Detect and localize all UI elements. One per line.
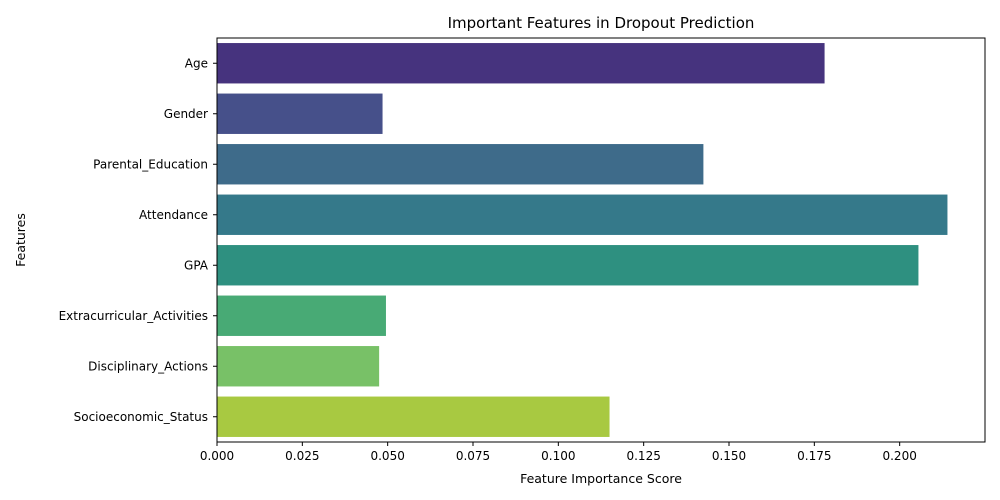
x-tick-label: 0.000 (200, 449, 234, 463)
bar-socioeconomic-status (217, 396, 610, 437)
y-tick-label: Extracurricular_Activities (59, 309, 208, 323)
bar-gender (217, 93, 383, 134)
bar-attendance (217, 194, 948, 235)
x-axis-label: Feature Importance Score (520, 471, 682, 486)
x-tick-label: 0.200 (882, 449, 916, 463)
y-tick-label: GPA (184, 258, 209, 272)
chart-title: Important Features in Dropout Prediction (448, 14, 755, 32)
x-tick-label: 0.150 (712, 449, 746, 463)
axes-frame (216, 37, 986, 443)
x-tick-label: 0.075 (456, 449, 490, 463)
x-tick-label: 0.025 (285, 449, 319, 463)
y-tick-label: Disciplinary_Actions (88, 359, 208, 373)
x-tick-label: 0.175 (797, 449, 831, 463)
x-tick-label: 0.100 (541, 449, 575, 463)
y-tick-label: Parental_Education (93, 157, 208, 171)
x-tick-label: 0.125 (626, 449, 660, 463)
y-tick-label: Gender (164, 107, 208, 121)
bars-group (217, 43, 948, 437)
y-tick-label: Attendance (139, 208, 208, 222)
x-axis-ticks: 0.000 0.025 0.050 0.075 0.100 0.125 0.150 0.175… (200, 442, 917, 463)
bar-age (217, 43, 825, 84)
y-axis-ticks: Age Gender Parental_Education Attendance GPA… (59, 56, 217, 424)
x-tick-label: 0.050 (370, 449, 404, 463)
y-tick-label: Socioeconomic_Status (74, 410, 208, 424)
bar-gpa (217, 245, 919, 286)
bar-parental-education (217, 144, 704, 185)
bar-disciplinary-actions (217, 346, 380, 387)
y-tick-label: Age (185, 56, 208, 70)
y-axis-label: Features (13, 213, 28, 267)
bar-extracurricular-activities (217, 295, 386, 336)
